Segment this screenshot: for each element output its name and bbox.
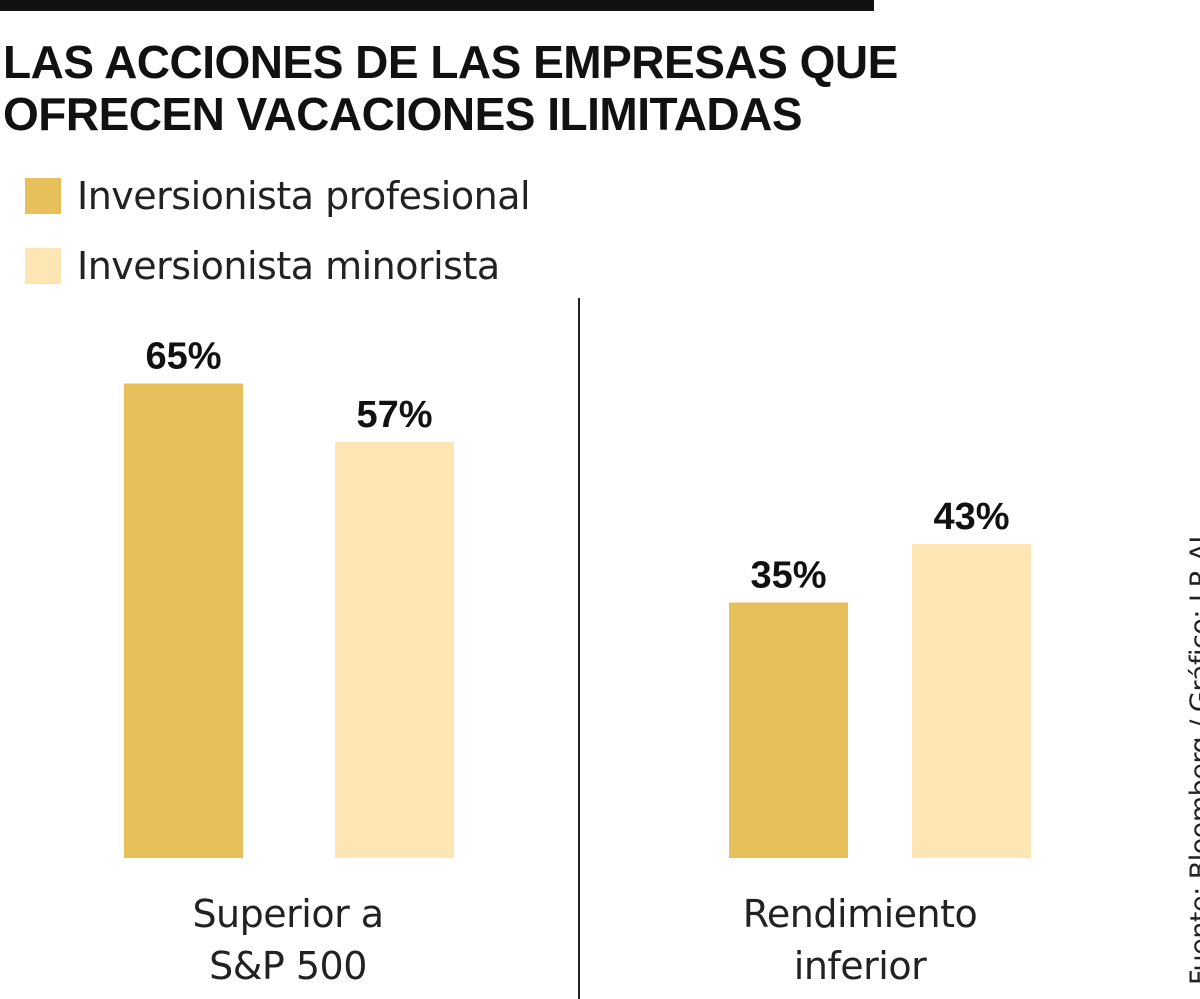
category-label-rendimiento-line-1: Rendimiento <box>742 892 978 936</box>
chart-title: LAS ACCIONES DE LAS EMPRESAS QUE OFRECEN… <box>3 36 903 140</box>
legend-swatch-minorista <box>25 248 61 284</box>
chart-title-line-1: LAS ACCIONES DE LAS EMPRESAS QUE <box>3 36 898 88</box>
category-label-superior-line-2: S&P 500 <box>209 944 367 988</box>
category-label-rendimiento-line-2: inferior <box>793 944 927 988</box>
value-label-superior-profesional: 65% <box>145 336 221 378</box>
value-label-superior-minorista: 57% <box>356 394 432 436</box>
value-label-rendimiento-profesional: 35% <box>750 555 826 597</box>
category-label-superior-line-1: Superior a <box>192 892 384 936</box>
bar-superior-profesional <box>124 383 243 858</box>
category-label-rendimiento: Rendimiento inferior <box>690 888 1030 992</box>
bar-superior-minorista <box>335 441 454 858</box>
value-label-rendimiento-minorista: 43% <box>933 496 1009 538</box>
bar-rendimiento-minorista <box>912 544 1031 858</box>
top-rule <box>0 0 874 11</box>
chart-title-line-2: OFRECEN VACACIONES ILIMITADAS <box>3 88 803 140</box>
source-note: Fuente: Bloomberg / Gráfico: LR-AL <box>1185 529 1200 985</box>
legend-label-profesional: Inversionista profesional <box>77 174 531 218</box>
bar-rendimiento-profesional <box>729 602 848 858</box>
legend-label-minorista: Inversionista minorista <box>77 244 500 288</box>
group-divider <box>578 298 580 999</box>
category-label-superior: Superior a S&P 500 <box>118 888 458 992</box>
legend-swatch-profesional <box>25 178 61 214</box>
